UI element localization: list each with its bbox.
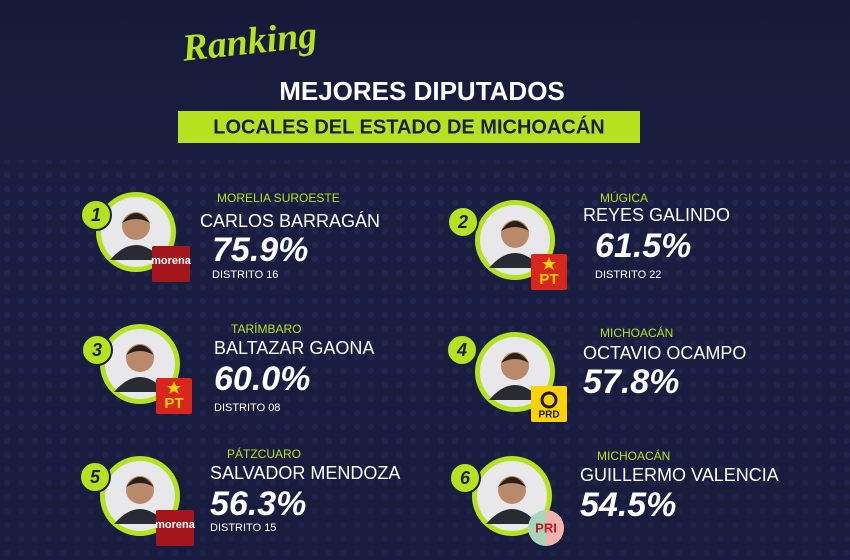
party-logo-text: PT [164,395,183,412]
deputy-name: BALTAZAR GAONA [214,338,374,358]
deputy-name: GUILLERMO VALENCIA [580,465,779,485]
party-logo: PRI [528,510,564,546]
district: DISTRITO 08 [214,402,280,414]
photo-body [489,385,541,400]
approval-percent: 75.9% [212,231,308,269]
district: DISTRITO 22 [595,269,661,281]
deputy-name: REYES GALINDO [583,205,730,225]
rank-badge [447,206,479,238]
approval-percent: 61.5% [595,227,691,265]
municipality: MICHOACÁN [597,448,670,463]
rank-badge [449,462,481,494]
district: DISTRITO 15 [210,522,276,534]
municipality: MICHOACÁN [600,325,673,340]
approval-percent: 57.8% [583,363,679,401]
rank-badge [79,461,111,493]
subtitle-bar [178,111,640,143]
deputy-name: OCTAVIO OCAMPO [583,343,746,363]
party-logo-text: morena [155,519,196,531]
municipality: TARÍMBARO [231,321,301,336]
party-logo-text: PRI [535,520,557,535]
rank-number: 6 [460,468,471,488]
photo-hair [501,353,529,363]
photo-hair [126,345,154,355]
party-logo-box [152,246,190,282]
ranking-entry: 5 PÁTZCUARO SALVADOR MENDOZA56.3%DISTRITO … [79,446,400,536]
rank-number: 4 [456,340,467,360]
deputy-name: SALVADOR MENDOZA [210,463,400,483]
deputy-name: CARLOS BARRAGÁN [200,211,380,231]
title: MEJORES DIPUTADOS [279,76,565,106]
municipality: PÁTZCUARO [227,446,301,461]
party-logo-text: PRD [538,410,559,421]
rank-number: 5 [90,467,101,487]
party-logo-text: morena [151,255,192,267]
party-logo: morena [151,246,192,282]
party-logo: morena [155,510,196,546]
photo-hair [501,221,529,231]
rank-badge [80,199,112,231]
party-logo: PT [156,378,192,414]
party-logo-box [531,254,567,290]
rank-badge [81,334,113,366]
photo-body [489,253,541,268]
municipality: MORELIA SUROESTE [217,191,340,205]
rank-number: 1 [91,205,101,225]
party-logo: PRD [531,386,567,422]
rank-number: 3 [92,340,102,360]
district: DISTRITO 16 [212,269,278,281]
party-logo-green [528,510,546,546]
party-logo-box [156,378,192,414]
party-logo-box [531,386,567,422]
photo-hair [122,213,150,223]
party-logo-box [528,510,564,546]
approval-percent: 60.0% [214,360,310,398]
rank-badge [446,334,478,366]
party-logo-star [167,381,181,394]
party-logo-red [546,510,564,546]
party-logo-star [542,257,556,270]
rank-number: 2 [457,212,468,232]
subtitle: LOCALES DEL ESTADO DE MICHOACÁN [213,115,605,138]
party-logo-text: PT [539,271,558,288]
photo-hair [126,477,154,487]
photo-body [110,245,162,260]
approval-percent: 54.5% [580,486,676,524]
party-logo-box [156,510,194,546]
photo-hair [498,477,526,487]
municipality: MÚGICA [600,190,648,205]
photo-body [486,509,538,524]
party-logo-sun [540,391,558,409]
photo-body [114,509,166,524]
photo-body [114,377,166,392]
party-logo: PT [531,254,567,290]
approval-percent: 56.3% [210,485,306,523]
